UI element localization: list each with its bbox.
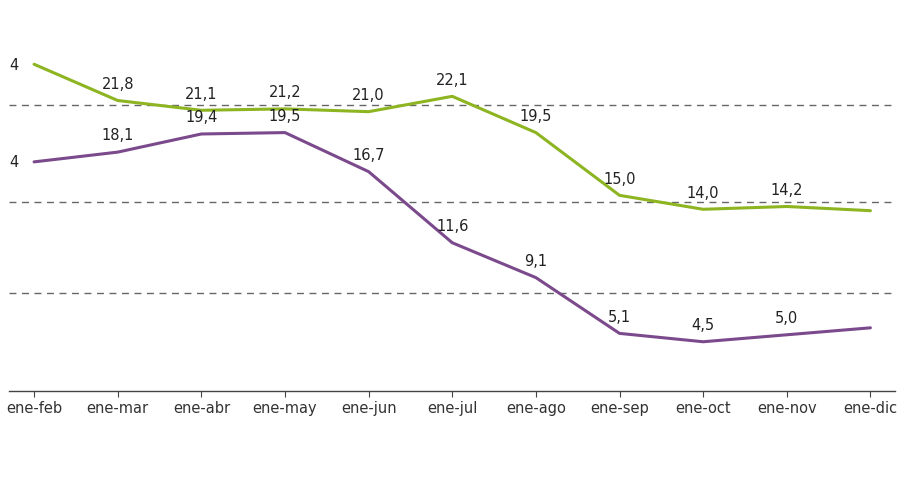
Text: 19,5: 19,5 (269, 109, 302, 124)
Text: 5,1: 5,1 (608, 309, 631, 324)
Text: 14,2: 14,2 (770, 182, 803, 197)
Text: 5,0: 5,0 (775, 311, 798, 325)
Text: 4: 4 (9, 155, 18, 170)
Text: 19,5: 19,5 (519, 109, 552, 124)
Text: 21,2: 21,2 (269, 85, 302, 100)
Text: 14,0: 14,0 (687, 185, 719, 200)
Text: 9,1: 9,1 (525, 254, 547, 269)
Text: 16,7: 16,7 (353, 148, 385, 162)
Text: 11,6: 11,6 (436, 218, 468, 233)
Text: 4: 4 (9, 58, 18, 73)
Text: 15,0: 15,0 (603, 171, 635, 186)
Text: 22,1: 22,1 (436, 73, 469, 87)
Text: 18,1: 18,1 (102, 128, 134, 143)
Text: 21,0: 21,0 (352, 88, 385, 103)
Text: 21,8: 21,8 (102, 77, 134, 92)
Text: 19,4: 19,4 (185, 110, 218, 125)
Text: 4,5: 4,5 (691, 317, 715, 332)
Text: 21,1: 21,1 (185, 86, 218, 101)
